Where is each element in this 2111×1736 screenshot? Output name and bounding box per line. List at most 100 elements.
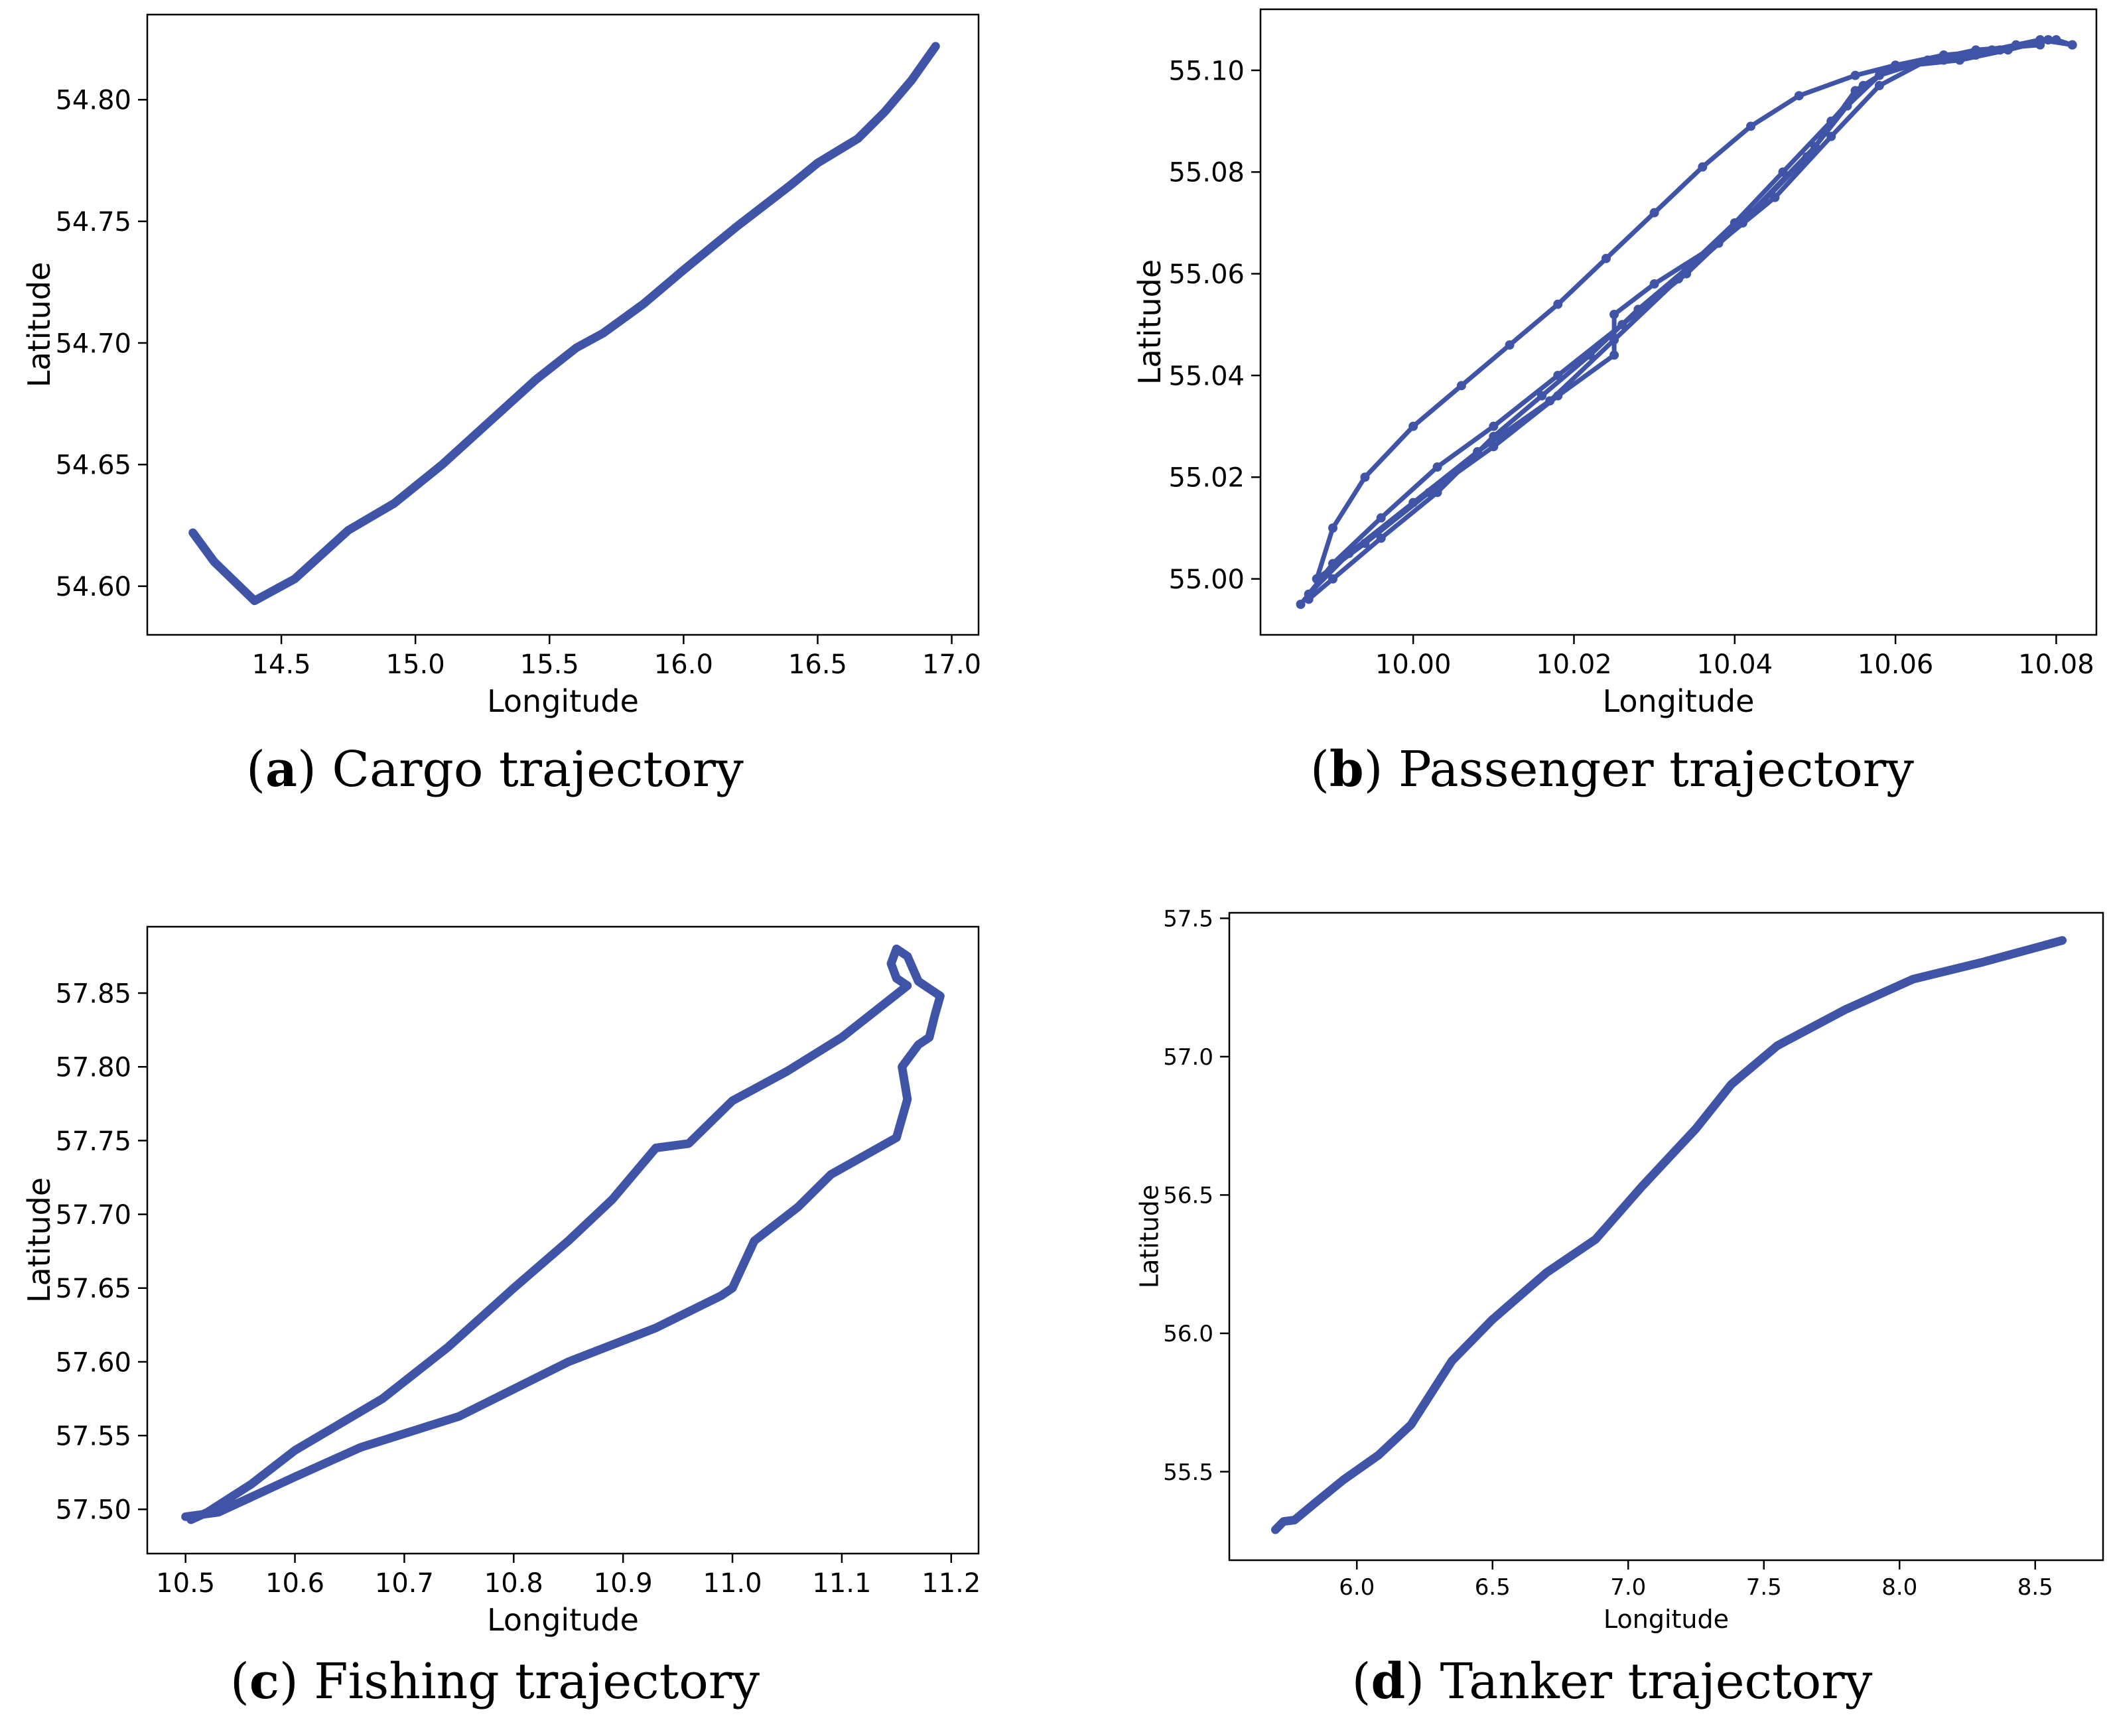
series-point	[2067, 40, 2077, 50]
caption-paren-open: (	[246, 741, 265, 798]
series-point	[1296, 600, 1306, 609]
series-point	[1714, 238, 1724, 248]
chart-a: 14.5 15.0 15.5 16.0 16.5 17.0 54.60 54.65 54.70 5…	[21, 13, 981, 798]
x-tick-label: 10.8	[484, 1568, 543, 1599]
y-axis-label: Latitude	[21, 262, 57, 387]
series-point	[1778, 167, 1788, 177]
x-tick-label: 10.00	[1375, 649, 1452, 680]
y-axis-label: Latitude	[1132, 259, 1168, 385]
x-tick-label: 14.5	[252, 649, 311, 680]
y-tick-label: 57.65	[55, 1274, 131, 1304]
series-line-1	[181, 944, 945, 1524]
y-tick-label: 57.85	[55, 978, 131, 1009]
series-point	[1826, 131, 1836, 141]
series-point	[1850, 70, 1860, 80]
x-tick-label: 7.5	[1746, 1574, 1782, 1601]
series-point	[1537, 391, 1547, 401]
chart-d: 6.0 6.5 7.0 7.5 8.0 8.5 55.5 56.0 56.5 57.0 57.5 Lo…	[1134, 906, 2104, 1710]
series-point	[1376, 533, 1386, 543]
caption-paren-close: )	[1405, 1653, 1440, 1710]
y-tick-label: 54.60	[55, 572, 131, 602]
series-line-2	[1306, 37, 2075, 602]
x-tick-label: 10.9	[594, 1568, 653, 1599]
y-tick-label: 54.70	[55, 328, 131, 359]
x-tick-label: 8.0	[1881, 1574, 1917, 1601]
y-tick-label: 55.5	[1163, 1459, 1213, 1486]
series-line-3	[1306, 37, 2051, 597]
series-point	[1609, 350, 1619, 360]
y-tick-label: 57.80	[55, 1053, 131, 1083]
series-point	[1601, 253, 1611, 263]
x-tick-label: 6.0	[1339, 1574, 1375, 1601]
series-line-4	[1314, 37, 2051, 582]
series-point	[1328, 523, 1338, 533]
x-tick-label: 10.04	[1697, 649, 1773, 680]
caption-text: Cargo trajectory	[332, 741, 744, 798]
figure-caption: (d) Tanker trajectory	[1352, 1653, 1873, 1710]
series-point	[1312, 574, 1322, 584]
series-point	[1424, 488, 1434, 498]
x-axis-label: Longitude	[487, 1602, 639, 1638]
series-point	[1432, 462, 1442, 472]
series-line-1	[1298, 37, 2075, 607]
series-point	[1609, 310, 1619, 319]
y-axis-label: Latitude	[1134, 1185, 1164, 1288]
x-tick-label: 10.5	[156, 1568, 215, 1599]
series-point	[1746, 121, 1756, 131]
caption-letter: d	[1371, 1653, 1405, 1710]
y-tick-label: 57.75	[55, 1126, 131, 1157]
y-tick-label: 54.80	[55, 86, 131, 116]
figure-caption: (a) Cargo trajectory	[246, 741, 744, 798]
series-point	[1923, 55, 1933, 65]
series-point	[1770, 192, 1780, 202]
y-tick-label: 55.06	[1168, 259, 1245, 290]
x-axis-label: Longitude	[1603, 683, 1755, 719]
caption-paren-close: )	[279, 1653, 314, 1710]
y-axis-label: Latitude	[21, 1177, 57, 1303]
plot-frame	[146, 925, 980, 1555]
figure-caption: (b) Passenger trajectory	[1310, 741, 1914, 798]
series-point	[1874, 81, 1884, 90]
x-tick-label: 10.02	[1536, 649, 1612, 680]
series-point	[1649, 279, 1659, 289]
x-tick-label: 11.0	[703, 1568, 762, 1599]
series-point	[1891, 60, 1901, 70]
caption-paren-open: (	[230, 1653, 249, 1710]
x-tick-label: 7.0	[1610, 1574, 1646, 1601]
x-tick-label: 11.1	[812, 1568, 871, 1599]
x-tick-label: 15.0	[386, 649, 445, 680]
plot-frame	[1259, 8, 2098, 636]
y-tick-label: 54.75	[55, 207, 131, 237]
plot-frame	[1228, 911, 2104, 1562]
y-tick-label: 55.10	[1168, 56, 1245, 86]
series-point	[1842, 101, 1852, 111]
y-tick-label: 56.0	[1163, 1321, 1213, 1347]
y-tick-label: 55.00	[1168, 565, 1245, 595]
series-line-5	[1314, 42, 2043, 582]
series-point	[1489, 442, 1499, 452]
y-tick-label: 57.0	[1163, 1044, 1213, 1071]
x-tick-label: 10.6	[265, 1568, 324, 1599]
y-tick-label: 54.65	[55, 450, 131, 481]
series-point	[1328, 574, 1338, 584]
caption-paren-open: (	[1352, 1653, 1371, 1710]
chart-c: 10.5 10.6 10.7 10.8 10.9 11.0 11.1 11.2 57.50 57.…	[21, 925, 981, 1710]
caption-paren-close: )	[1364, 741, 1398, 798]
series-point	[1955, 55, 1965, 65]
x-tick-label: 8.5	[2017, 1574, 2053, 1601]
y-tick-label: 57.55	[55, 1422, 131, 1452]
series-point	[1674, 274, 1683, 284]
x-tick-label: 10.7	[375, 1568, 434, 1599]
x-axis-label: Longitude	[487, 683, 639, 719]
series-point	[2035, 40, 2045, 50]
series-point	[1698, 162, 1708, 172]
x-tick-label: 17.0	[922, 649, 981, 680]
y-tick-label: 57.5	[1163, 906, 1213, 933]
caption-letter: a	[265, 741, 297, 798]
series-line-1	[1271, 936, 2067, 1534]
x-tick-label: 11.2	[921, 1568, 981, 1599]
caption-letter: b	[1329, 741, 1364, 798]
caption-text: Passenger trajectory	[1398, 741, 1914, 798]
x-tick-label: 6.5	[1475, 1574, 1511, 1601]
